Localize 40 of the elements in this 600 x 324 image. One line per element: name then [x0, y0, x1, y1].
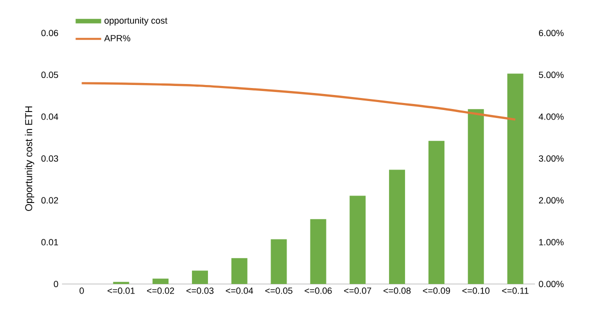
y-tick-label: 0.06 [41, 30, 58, 36]
y-tick-label: 0.04 [41, 113, 58, 120]
bar [507, 74, 524, 284]
x-tick-label: 0 [80, 288, 84, 294]
y-axis-title: Opportunity cost in ETH [24, 106, 34, 211]
bar [468, 109, 484, 284]
x-tick-label: <=0.08 [384, 288, 411, 294]
x-tick-label: <=0.10 [462, 288, 490, 294]
y-tick-label: 0 [54, 280, 58, 288]
y2-tick-label: 4.00% [538, 113, 564, 120]
x-tick-label: <=0.11 [502, 288, 528, 294]
legend-label: APR% [104, 35, 130, 42]
y-tick-label: 0.05 [41, 72, 58, 78]
bar [310, 219, 326, 284]
bar [389, 170, 406, 284]
x-tick-label: <=0.02 [147, 288, 174, 294]
y2-tick-label: 5.00% [538, 72, 564, 78]
x-tick-label: <=0.03 [186, 288, 214, 294]
x-tick-label: <=0.07 [344, 288, 372, 294]
y-tick-label: 0.01 [41, 238, 58, 246]
x-tick-label: <=0.01 [108, 288, 135, 294]
bar [231, 258, 248, 284]
bar [428, 140, 444, 284]
y2-tick-label: 6.00% [538, 30, 564, 36]
bar [350, 196, 366, 284]
y2-tick-label: 3.00% [538, 155, 564, 162]
y2-tick-label: 2.00% [538, 197, 564, 204]
y2-tick-label: 1.00% [539, 238, 564, 246]
bar [270, 239, 287, 284]
x-tick-label: <=0.05 [265, 288, 292, 294]
bar [192, 270, 208, 284]
bar [152, 278, 169, 284]
y-tick-label: 0.03 [41, 155, 58, 162]
x-tick-label: <=0.04 [226, 288, 254, 294]
x-tick-label: <=0.06 [304, 288, 332, 294]
y2-tick-label: 0.00% [538, 280, 564, 288]
y-tick-label: 0.02 [41, 197, 58, 204]
x-tick-label: <=0.09 [422, 288, 450, 294]
legend-label: opportunity cost [104, 17, 168, 26]
line-series [80, 82, 516, 121]
